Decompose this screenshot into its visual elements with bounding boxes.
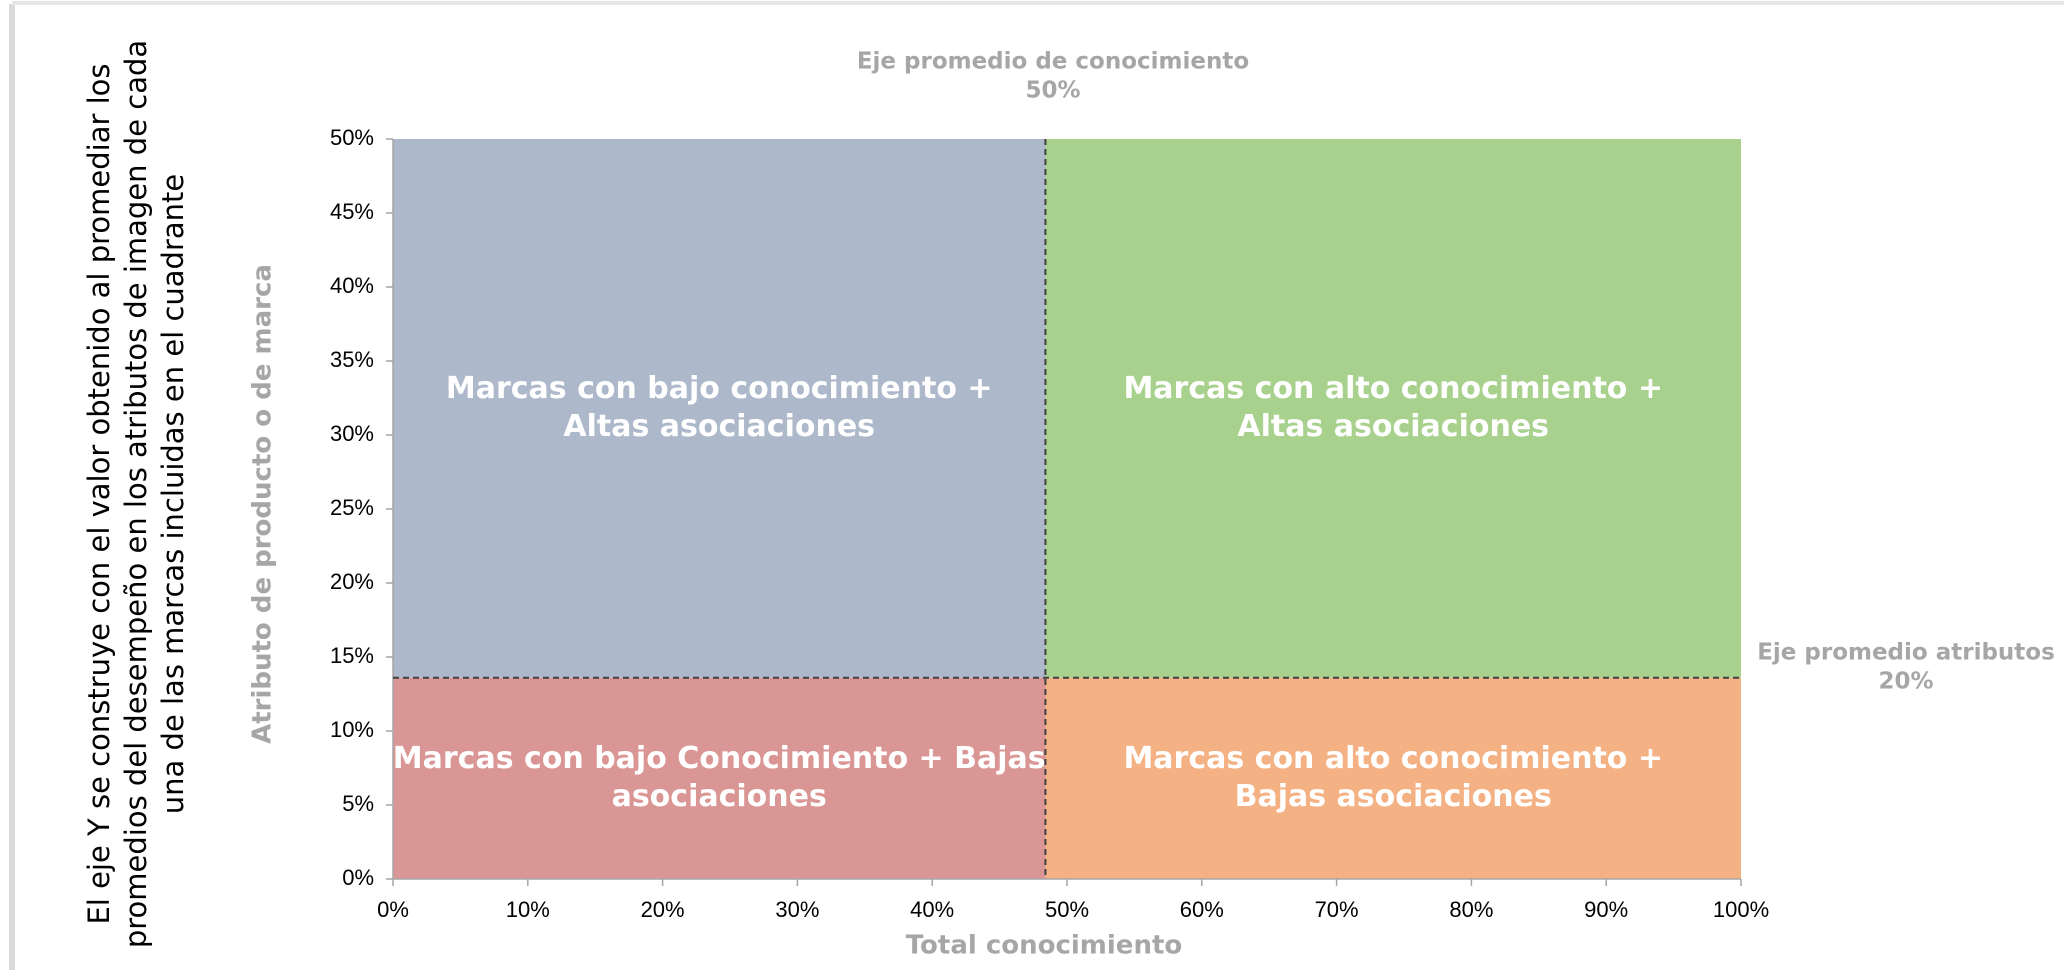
x-divider-label: 50% — [1025, 78, 1080, 104]
y-divider-label: Eje promedio atributos — [1757, 640, 2055, 666]
x-tick-label: 0% — [377, 897, 409, 922]
quadrant — [393, 139, 1046, 678]
y-tick-label: 45% — [330, 199, 374, 224]
y-tick-label: 50% — [330, 125, 374, 150]
x-tick-label: 30% — [775, 897, 819, 922]
x-axis-label: Total conocimiento — [906, 931, 1183, 961]
y-axis-label: Atributo de producto o de marca — [248, 264, 278, 744]
side-note: El eje Y se construye con el valor obten… — [82, 63, 116, 924]
x-tick-label: 60% — [1180, 897, 1224, 922]
y-divider-label: 20% — [1878, 669, 1933, 695]
y-tick-label: 0% — [342, 865, 374, 890]
y-tick-label: 35% — [330, 347, 374, 372]
x-tick-label: 90% — [1584, 897, 1628, 922]
quadrant-label: Bajas asociaciones — [1235, 779, 1552, 814]
x-tick-label: 20% — [641, 897, 685, 922]
y-tick-label: 5% — [342, 791, 374, 816]
quadrant-label: Marcas con alto conocimiento + — [1123, 741, 1663, 776]
y-tick-label: 20% — [330, 569, 374, 594]
x-tick-label: 100% — [1713, 897, 1769, 922]
x-divider-label: Eje promedio de conocimiento — [857, 49, 1249, 75]
x-tick-label: 10% — [506, 897, 550, 922]
y-tick-label: 30% — [330, 421, 374, 446]
quadrant-label: asociaciones — [612, 779, 827, 814]
side-note: promedios del desempeño en los atributos… — [119, 40, 153, 948]
quadrant-label: Marcas con bajo Conocimiento + Bajas — [393, 741, 1046, 776]
y-tick-label: 15% — [330, 643, 374, 668]
quadrant-label: Marcas con alto conocimiento + — [1123, 371, 1663, 406]
quadrant-label: Marcas con bajo conocimiento + — [446, 371, 993, 406]
x-tick-label: 40% — [910, 897, 954, 922]
quadrant — [393, 677, 1046, 879]
y-tick-label: 10% — [330, 717, 374, 742]
y-tick-label: 40% — [330, 273, 374, 298]
quadrant — [1045, 677, 1741, 879]
x-tick-label: 50% — [1045, 897, 1089, 922]
y-tick-label: 25% — [330, 495, 374, 520]
quadrant-label: Altas asociaciones — [563, 409, 875, 444]
quadrant — [1045, 139, 1741, 678]
x-tick-label: 80% — [1449, 897, 1493, 922]
quadrant-label: Altas asociaciones — [1237, 409, 1549, 444]
x-tick-label: 70% — [1315, 897, 1359, 922]
side-note: una de las marcas incluidas en el cuadra… — [156, 174, 190, 814]
